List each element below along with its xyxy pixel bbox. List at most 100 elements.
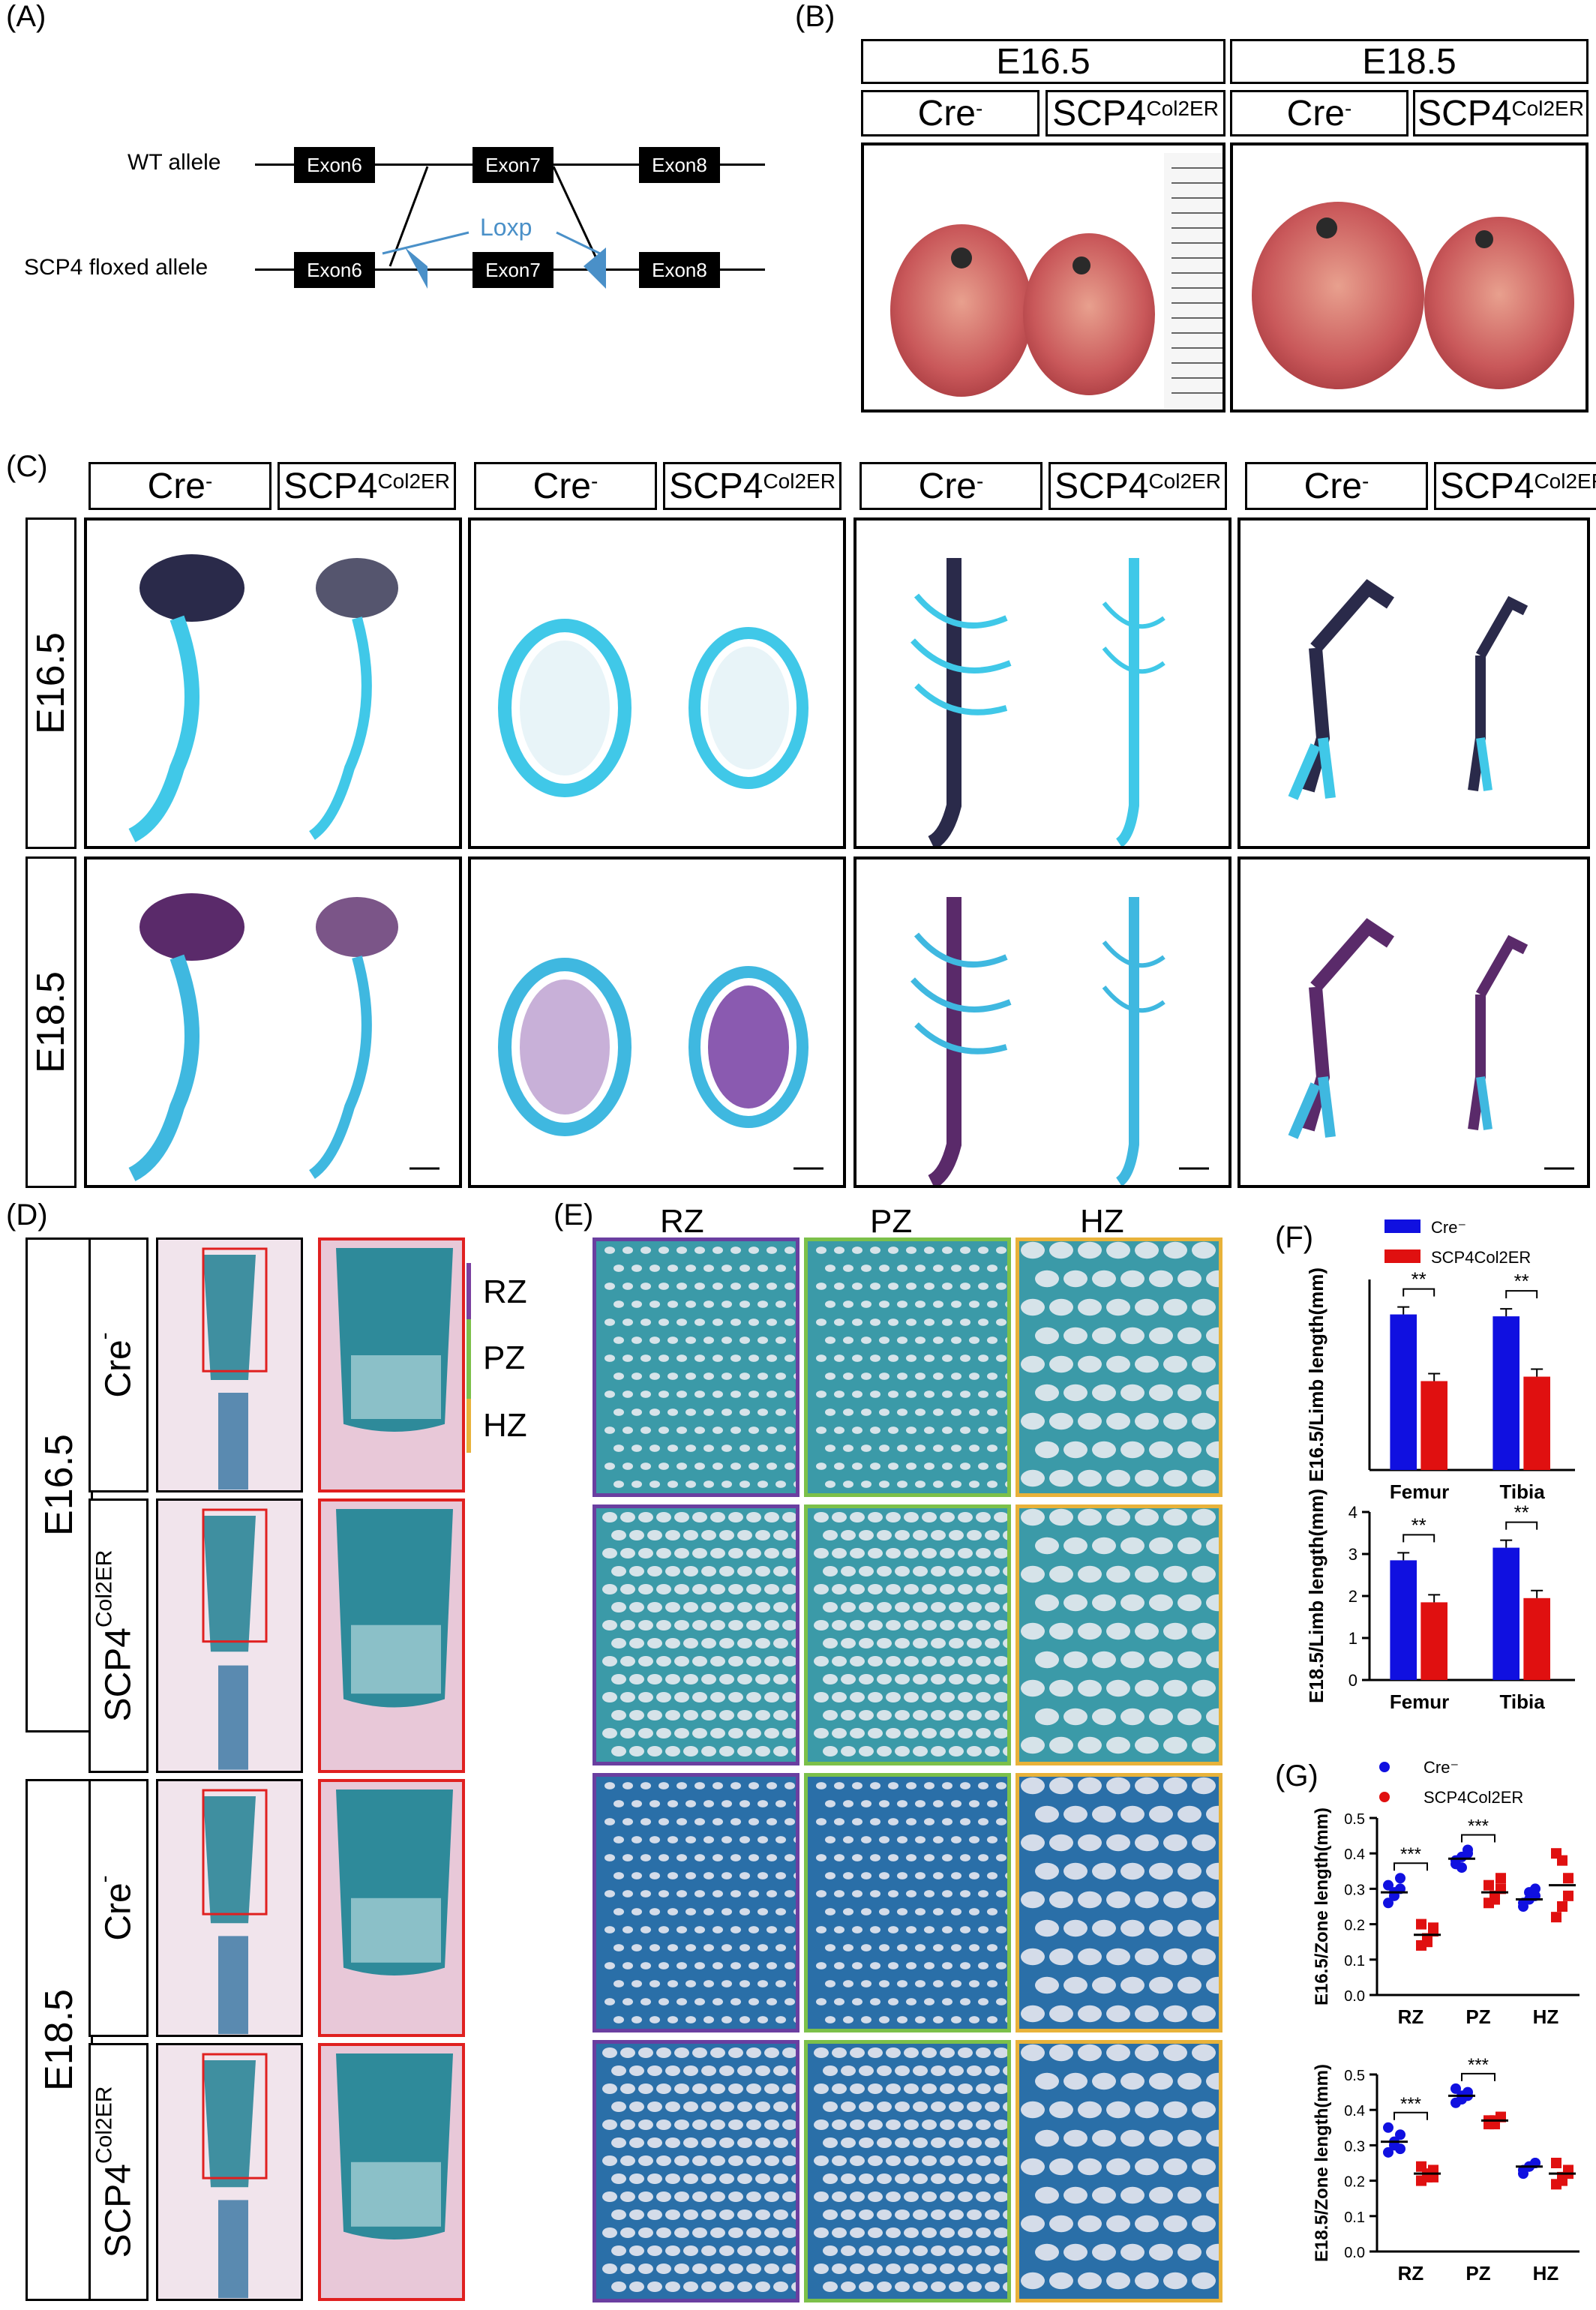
y-tick-label: 0.3 <box>1344 1882 1365 1898</box>
bar-Tibia-1 <box>1523 1376 1550 1470</box>
point-HZ-scp <box>1551 2158 1562 2168</box>
e-tile-r1-c2 <box>1016 1504 1222 1766</box>
point-HZ-scp <box>1563 1890 1574 1901</box>
panel-letter-f: (F) <box>1275 1221 1314 1254</box>
section-zoom-stain <box>321 1240 462 1490</box>
c-col-header-4: Cre - <box>860 462 1042 510</box>
chondrocyte-stain <box>596 1241 796 1493</box>
section-stain <box>158 1781 301 2035</box>
sig-stars: *** <box>1400 1844 1421 1864</box>
panel-letter-e: (E) <box>554 1198 594 1232</box>
legend-label-cre: Cre⁻ <box>1424 1758 1459 1777</box>
embryo-photo-e165 <box>890 153 1222 408</box>
x-category-label: RZ <box>1398 2262 1424 2284</box>
point-RZ-cre <box>1395 2129 1406 2140</box>
sig-bracket <box>1394 1862 1428 1871</box>
chondrocyte-stain <box>1019 1777 1219 2029</box>
e-tile-r0-c1 <box>804 1238 1011 1497</box>
point-RZ-cre <box>1395 1873 1406 1884</box>
x-category-label: HZ <box>1533 2262 1559 2284</box>
b-stage-e165: E16.5 <box>861 39 1226 84</box>
e-tile-r2-c0 <box>592 1773 800 2032</box>
legend-marker <box>1379 1762 1390 1772</box>
skeleton-stain <box>128 554 398 842</box>
sig-bracket <box>1394 2111 1428 2120</box>
e-tile-r0-c0 <box>592 1238 800 1497</box>
c-tile-r0-c1 <box>468 518 846 849</box>
chondrocyte-stain <box>1019 2044 1219 2299</box>
sig-stars: ** <box>1412 1268 1426 1291</box>
floxed-exon8: Exon8 <box>639 252 720 288</box>
section-zoom-stain <box>321 2046 462 2298</box>
bar-chart-F-bottom: 0 1 2 3 4 E18.5/Limb length(mm) ** Femur ** Tibia <box>1305 1489 1575 1713</box>
chondrocyte-stain <box>596 1508 796 1762</box>
c-tile-r1-c2 <box>854 856 1232 1188</box>
chondrocyte-stain <box>1019 1508 1219 1762</box>
loxp-label: Loxp <box>480 214 532 241</box>
skeleton-stain <box>910 558 1166 846</box>
point-PZ-scp <box>1484 1880 1494 1891</box>
legend-swatch <box>1384 1250 1420 1263</box>
x-category-label: Tibia <box>1499 1480 1545 1503</box>
loxp-right-icon <box>584 248 606 289</box>
skeleton-stain <box>128 893 440 1181</box>
zoom-box <box>202 1247 268 1372</box>
panel-letter-b: (B) <box>795 0 836 33</box>
sig-bracket <box>1461 1834 1496 1843</box>
chondrocyte-stain <box>808 1508 1007 1762</box>
y-tick-label: 0.0 <box>1344 2245 1365 2261</box>
c-tile-r0-c0 <box>84 518 462 849</box>
sig-stars: *** <box>1468 1816 1489 1836</box>
sig-bracket <box>1402 1534 1436 1543</box>
point-PZ-cre <box>1450 2083 1461 2094</box>
e-tile-r3-c1 <box>804 2040 1011 2302</box>
sig-bracket <box>1402 1288 1436 1297</box>
wt-allele-label: WT allele <box>128 150 221 175</box>
wt-exon6: Exon6 <box>294 147 375 183</box>
point-HZ-cre <box>1530 1883 1540 1894</box>
y-tick-label: 3 <box>1348 1545 1358 1564</box>
d-section-zoom-0 <box>318 1238 465 1492</box>
point-RZ-scp <box>1422 1936 1432 1948</box>
point-RZ-scp <box>1416 1918 1426 1930</box>
chondrocyte-stain <box>808 1241 1007 1493</box>
point-RZ-cre <box>1383 1880 1394 1891</box>
point-PZ-cre <box>1456 1862 1467 1874</box>
b-genotype-scp-e185: SCP4 Col2ER <box>1413 90 1588 136</box>
skeleton-stain <box>1288 579 1528 800</box>
point-PZ-scp <box>1490 1894 1500 1905</box>
x-category-label: HZ <box>1533 2006 1559 2028</box>
zoom-box <box>202 2053 268 2180</box>
bar-Tibia-0 <box>1492 1316 1520 1470</box>
sig-bracket <box>1505 1290 1538 1299</box>
point-RZ-cre <box>1383 2122 1394 2133</box>
d-row-label-2: Cre- <box>88 1779 148 2037</box>
c-tile-r1-c0 <box>84 856 462 1188</box>
b-genotype-scp-e165: SCP4 Col2ER <box>1046 90 1226 136</box>
c-col-header-1: SCP4 Col2ER <box>278 462 456 510</box>
sig-stars: *** <box>1400 2094 1421 2114</box>
chondrocyte-stain <box>808 1777 1007 2029</box>
bar-Femur-0 <box>1390 1314 1418 1470</box>
d-section-zoom-3 <box>318 2043 465 2301</box>
y-axis-label: E16.5/Limb length(mm) <box>1305 1268 1328 1482</box>
c-row-label-e165: E16.5 <box>26 518 76 849</box>
d-section-overview-0 <box>156 1238 303 1492</box>
legend-label-scp: SCP4Col2ER <box>1424 1788 1523 1807</box>
point-PZ-scp <box>1496 1873 1506 1884</box>
x-category-label: PZ <box>1466 2262 1490 2284</box>
d-zone-bar-rz <box>466 1263 471 1319</box>
e-col-rz: RZ <box>660 1203 704 1240</box>
x-category-label: RZ <box>1398 2006 1424 2028</box>
sig-stars: ** <box>1412 1514 1426 1536</box>
panel-letter-c: (C) <box>6 450 48 483</box>
c-col-header-2: Cre - <box>474 462 657 510</box>
y-axis-label: E16.5/Zone length(mm) <box>1312 1808 1332 2006</box>
section-stain <box>158 1240 301 1490</box>
x-category-label: Femur <box>1390 1690 1449 1713</box>
c-row-label-e185: E18.5 <box>26 856 76 1188</box>
point-RZ-scp <box>1428 1922 1438 1934</box>
embryo-photo-e185 <box>1252 202 1574 389</box>
scatter-chart-G-bottom: 0.0 0.1 0.2 0.3 0.4 0.5 E18.5/Zone length(mm) *… <box>1312 2055 1580 2284</box>
